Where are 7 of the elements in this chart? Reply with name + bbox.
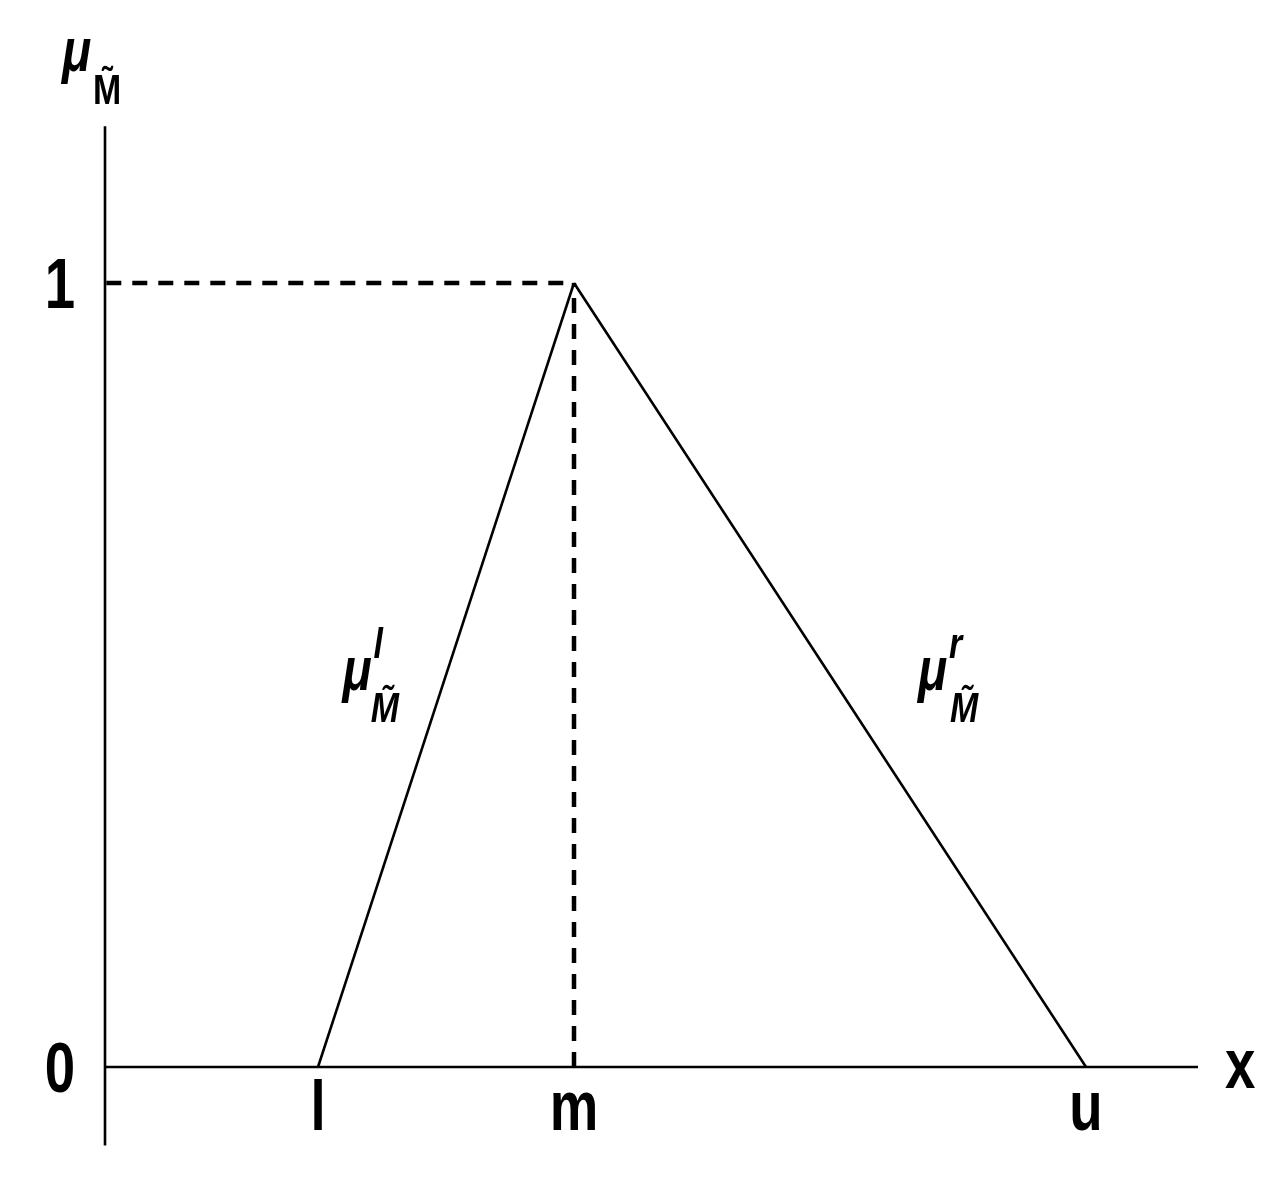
y-tick-label: 1 (44, 244, 76, 323)
y-tick-label: 0 (44, 1028, 76, 1107)
x-tick-label: u (1069, 1066, 1103, 1145)
y-axis-title: μ$_{M̃}$ (60, 15, 122, 113)
x-tick-label: l (310, 1066, 326, 1145)
x-tick-label: m (549, 1066, 599, 1145)
x-axis-title: x (1225, 1024, 1256, 1103)
